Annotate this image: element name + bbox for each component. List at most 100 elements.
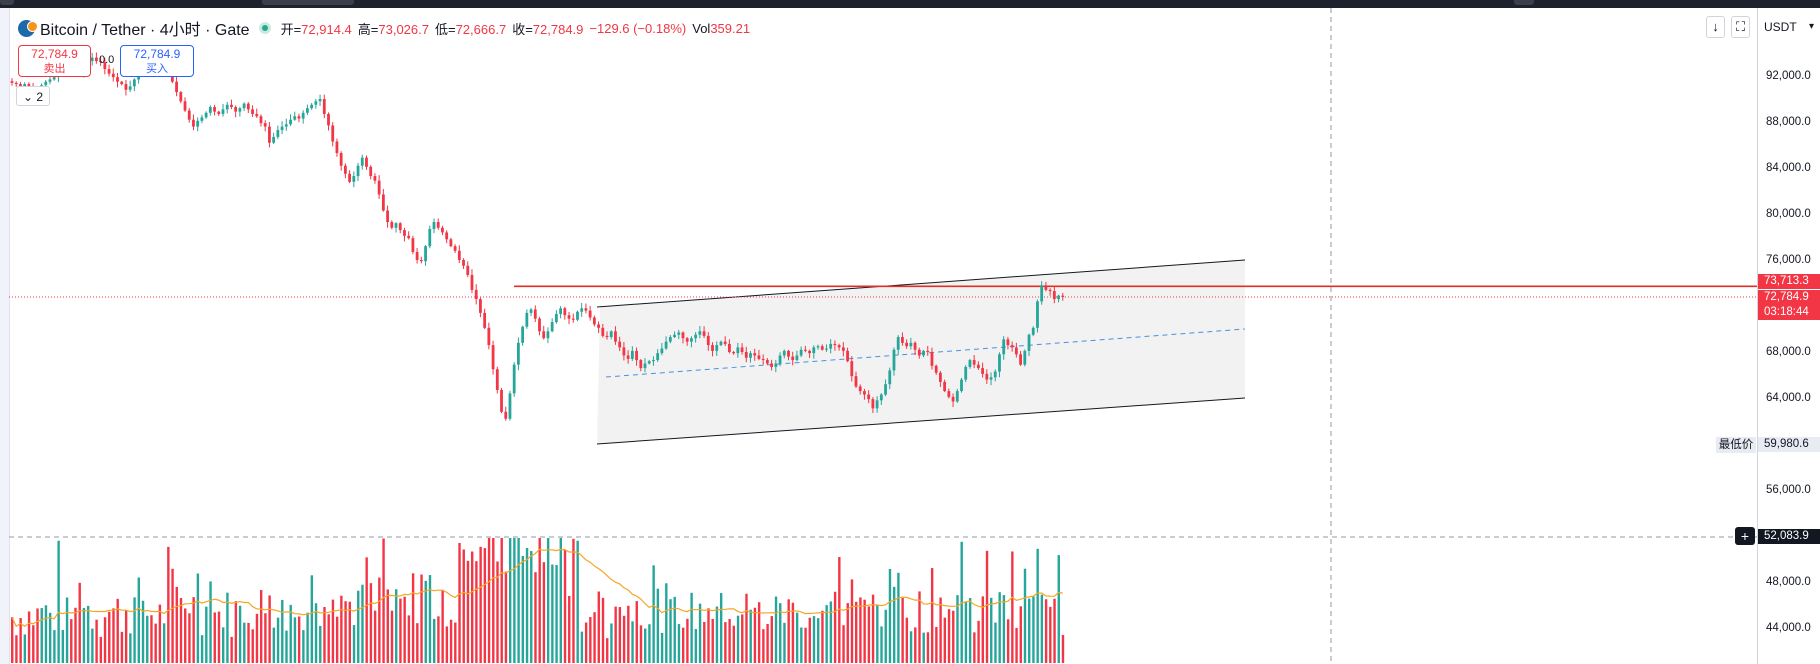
volume-bar xyxy=(812,616,816,663)
volume-bar xyxy=(378,577,381,663)
candle-body xyxy=(757,355,761,359)
ohlc-close: 收=72,784.9 xyxy=(512,19,583,38)
volume-bar xyxy=(382,538,385,663)
price-tick: 76,000.0 xyxy=(1766,254,1811,266)
candle-body xyxy=(614,331,617,342)
candle-body xyxy=(44,81,48,86)
price-axis[interactable] xyxy=(1757,8,1820,664)
download-arrow-icon[interactable]: ↓ xyxy=(1706,16,1725,38)
last-price-tag: 72,784.9 xyxy=(1758,290,1820,305)
candle-body xyxy=(913,342,917,350)
candle-body xyxy=(462,260,465,266)
volume-bar xyxy=(327,614,330,663)
candle-body xyxy=(926,350,930,352)
volume-bar xyxy=(154,623,157,663)
candle-body xyxy=(348,173,351,182)
volume-bar xyxy=(821,610,824,663)
volume-bar xyxy=(272,627,276,663)
volume-bar xyxy=(82,607,86,663)
candle-body xyxy=(327,113,330,126)
volume-bar xyxy=(133,597,136,663)
candle-body xyxy=(905,342,909,347)
volume-bar xyxy=(952,610,955,663)
volume-bar xyxy=(184,608,187,663)
candle-body xyxy=(116,77,119,82)
volume-bar xyxy=(470,551,474,663)
volume-bar xyxy=(483,548,487,663)
volume-bar xyxy=(833,591,837,663)
ohlc-volume: Vol359.21 xyxy=(692,21,750,36)
volume-bar xyxy=(572,538,575,663)
candle-body xyxy=(863,391,866,395)
candle-body xyxy=(799,349,803,356)
candle-body xyxy=(306,108,309,113)
volume-bar xyxy=(428,575,432,663)
add-alert-plus-icon[interactable]: + xyxy=(1735,527,1755,545)
volume-bar xyxy=(956,595,959,663)
candle-body xyxy=(369,166,373,177)
candle-body xyxy=(588,310,592,318)
candle-body xyxy=(576,311,579,320)
candle-body xyxy=(179,92,183,102)
candle-body xyxy=(567,315,571,319)
candle-body xyxy=(909,342,913,347)
price-chart[interactable] xyxy=(0,0,1757,664)
candle-body xyxy=(841,347,845,351)
volume-bar xyxy=(74,607,77,663)
volume-bar xyxy=(407,615,411,663)
candle-body xyxy=(972,360,976,365)
candle-body xyxy=(917,349,921,356)
candle-body xyxy=(352,176,356,182)
sell-button[interactable]: 72,784.9 卖出 xyxy=(18,45,91,77)
candle-body xyxy=(761,358,765,361)
volume-bar xyxy=(998,592,1001,663)
buy-button[interactable]: 72,784.9 买入 xyxy=(120,45,194,77)
candle-body xyxy=(930,352,934,366)
volume-bar xyxy=(568,595,571,663)
volume-bar xyxy=(850,579,854,663)
candle-body xyxy=(533,309,537,319)
candle-body xyxy=(652,360,655,362)
candle-body xyxy=(428,228,432,247)
volume-bar xyxy=(876,605,879,663)
candle-body xyxy=(297,116,301,119)
volume-bar xyxy=(352,625,356,663)
volume-bar xyxy=(78,582,81,663)
candle-body xyxy=(753,353,757,356)
candle-body xyxy=(259,116,263,124)
candle-body xyxy=(453,246,457,251)
volume-bar xyxy=(137,577,140,663)
currency-selector[interactable]: USDT ▾ xyxy=(1760,16,1818,38)
price-tick: 48,000.0 xyxy=(1766,576,1811,588)
volume-bar xyxy=(779,603,782,663)
volume-bar xyxy=(314,603,318,663)
candle-body xyxy=(706,335,710,346)
volume-bar xyxy=(534,572,537,663)
volume-bar xyxy=(597,591,600,663)
chevron-down-icon: ▾ xyxy=(1808,21,1814,32)
candle-body xyxy=(896,337,900,350)
candle-body xyxy=(474,289,478,300)
indicator-legend-toggle[interactable]: ⌄ 2 xyxy=(16,86,50,106)
volume-bar xyxy=(1061,634,1065,663)
volume-bar xyxy=(732,625,736,663)
candle-body xyxy=(120,81,124,85)
candle-body xyxy=(525,312,529,327)
candle-body xyxy=(200,117,204,121)
volume-bar xyxy=(399,598,402,663)
symbol-title[interactable]: Bitcoin / Tether · 4小时 · Gate xyxy=(40,22,250,39)
ohlc-low: 低=72,666.7 xyxy=(435,19,506,38)
volume-bar xyxy=(985,550,989,663)
candle-body xyxy=(48,79,52,82)
fullscreen-icon[interactable]: ⛶ xyxy=(1731,16,1750,38)
high-value: 73,026.7 xyxy=(378,21,429,37)
volume-bar xyxy=(829,601,833,663)
volume-bar xyxy=(255,613,259,663)
volume-bar xyxy=(639,625,643,663)
candle-body xyxy=(407,235,411,239)
candle-body xyxy=(196,120,200,127)
candle-body xyxy=(272,136,276,143)
candle-body xyxy=(508,393,512,419)
volume-bar xyxy=(563,549,567,663)
candle-body xyxy=(301,112,305,119)
